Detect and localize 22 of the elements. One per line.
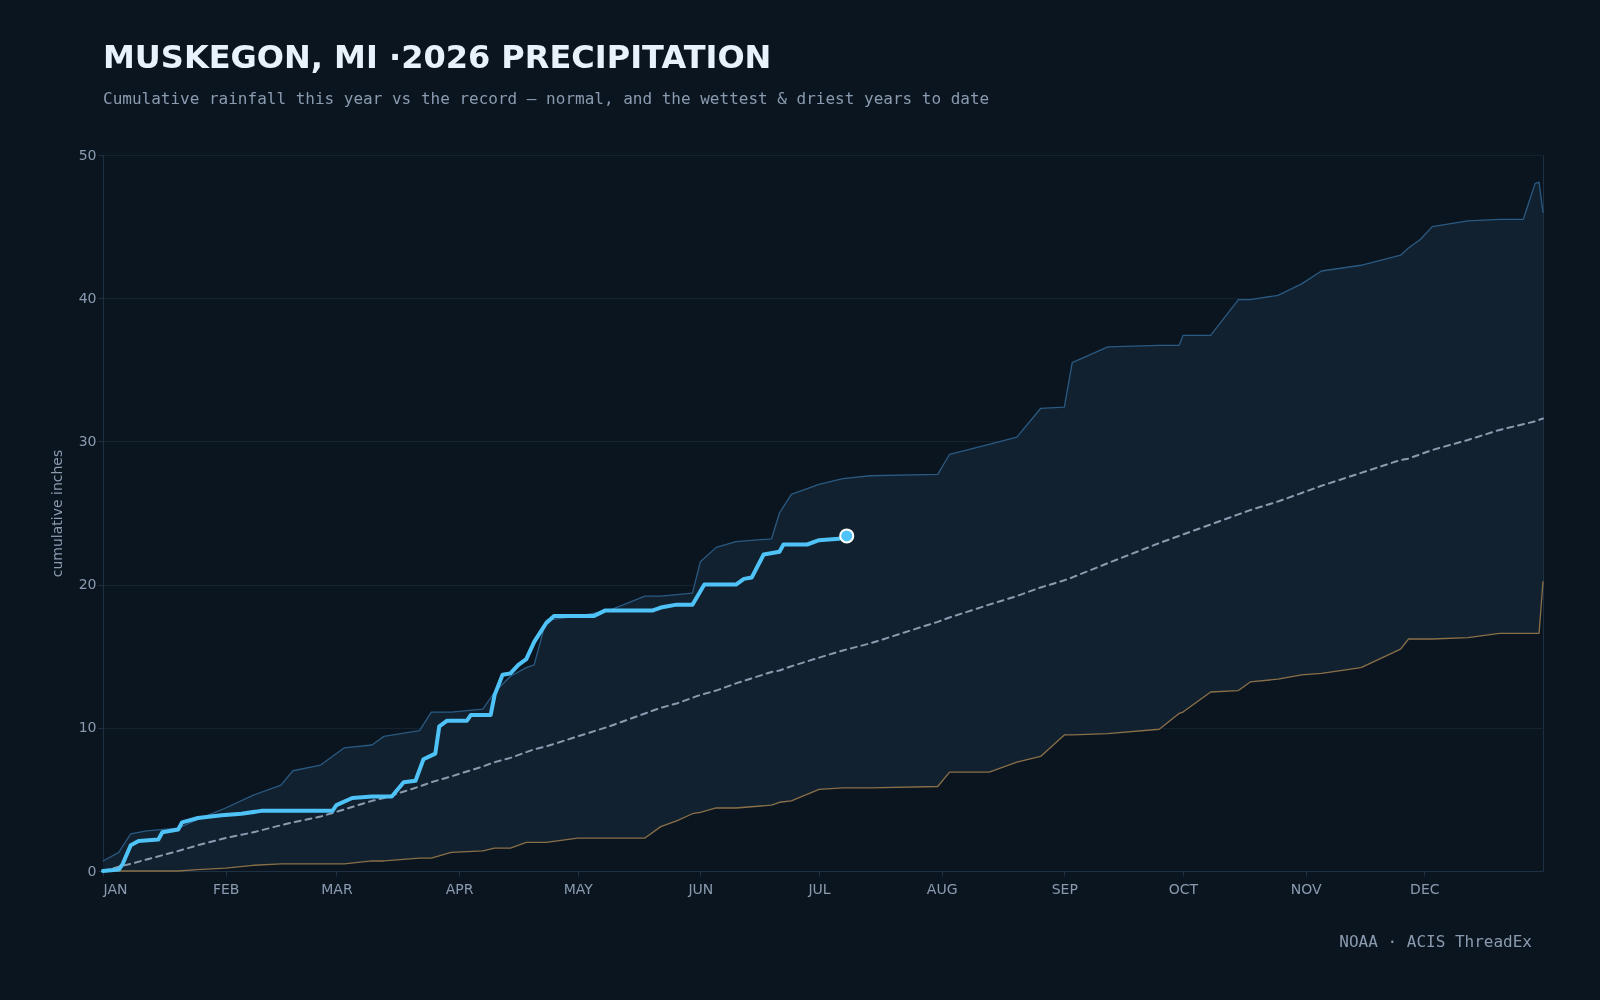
x-tick-label: MAR <box>321 880 353 897</box>
y-tick-label: 40 <box>78 289 97 306</box>
x-tick-label: NOV <box>1290 880 1322 897</box>
x-tick-label: MAY <box>563 880 594 897</box>
y-tick-label: 50 <box>78 146 97 163</box>
y-tick-label: 30 <box>78 432 97 449</box>
y-tick-label: 20 <box>78 576 97 593</box>
x-tick-label: APR <box>445 880 474 897</box>
x-tick-label: OCT <box>1168 880 1199 897</box>
x-tick-label: FEB <box>212 880 240 897</box>
x-tick-label: SEP <box>1051 880 1078 897</box>
x-tick-label: JUN <box>687 880 714 897</box>
x-tick-label: DEC <box>1410 880 1440 897</box>
y-tick-label: 0 <box>87 862 97 879</box>
x-tick-label: JUL <box>807 880 831 897</box>
y-axis-title: cumulative inches <box>48 449 65 578</box>
x-tick-label: AUG <box>926 880 958 897</box>
chart-subtitle: Cumulative rainfall this year vs the record — normal, and the wettest & driest years to date <box>103 89 990 108</box>
x-tick-label: JAN <box>102 880 128 897</box>
chart-title: MUSKEGON, MI ·2026 PRECIPITATION <box>103 38 772 76</box>
y-tick-label: 10 <box>78 719 97 736</box>
text: NOAA · ACIS ThreadEx <box>1339 932 1532 951</box>
